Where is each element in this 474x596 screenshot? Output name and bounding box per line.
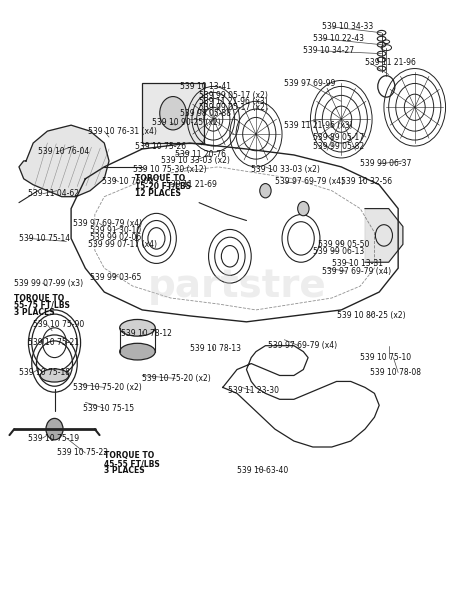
Ellipse shape xyxy=(119,319,155,336)
Text: 539 11 23-30: 539 11 23-30 xyxy=(228,386,279,395)
Text: 539 10 76-31 (x4): 539 10 76-31 (x4) xyxy=(88,126,156,136)
Text: 539 11 04-62: 539 11 04-62 xyxy=(28,189,80,198)
Polygon shape xyxy=(19,125,109,197)
Text: 539 10 76-04: 539 10 76-04 xyxy=(38,147,89,157)
Text: 539 10 90-25 (x2): 539 10 90-25 (x2) xyxy=(152,117,220,127)
Text: 539 99 07-17 (x4): 539 99 07-17 (x4) xyxy=(88,240,157,250)
Text: TORQUE TO: TORQUE TO xyxy=(14,293,64,303)
Text: 539 99 05-50: 539 99 05-50 xyxy=(318,240,369,249)
Text: 539 10 34-33: 539 10 34-33 xyxy=(322,22,374,32)
Text: 539 10 75-26: 539 10 75-26 xyxy=(135,141,186,151)
Circle shape xyxy=(46,418,63,440)
Text: 539 10 75-90: 539 10 75-90 xyxy=(33,320,84,330)
Text: 539 98 05-88: 539 98 05-88 xyxy=(180,108,231,118)
Text: 3 PLACES: 3 PLACES xyxy=(104,466,145,476)
Text: 539 10 33-03 (x2): 539 10 33-03 (x2) xyxy=(161,156,230,166)
Circle shape xyxy=(298,201,309,216)
Text: 539 11 21-96 (x3): 539 11 21-96 (x3) xyxy=(284,120,353,130)
Text: 539 11 20-76: 539 11 20-76 xyxy=(175,150,227,160)
Ellipse shape xyxy=(119,343,155,360)
Text: 539 97 69-79 (x4): 539 97 69-79 (x4) xyxy=(73,219,143,228)
Text: TORQUE TO: TORQUE TO xyxy=(104,451,155,461)
Text: 539 10 75-19: 539 10 75-19 xyxy=(28,433,80,443)
Text: 539 10 75-20 (x2): 539 10 75-20 (x2) xyxy=(142,374,211,383)
Text: 539 99 06-13: 539 99 06-13 xyxy=(313,247,364,256)
Text: 539 11 21-96: 539 11 21-96 xyxy=(365,58,416,67)
Text: 539 10 32-56: 539 10 32-56 xyxy=(341,177,392,187)
Text: 539 10 34-27: 539 10 34-27 xyxy=(303,46,355,55)
Text: 45-55 FT/LBS: 45-55 FT/LBS xyxy=(104,459,160,468)
Text: 539 10 63-40: 539 10 63-40 xyxy=(237,466,288,476)
FancyBboxPatch shape xyxy=(142,83,204,143)
Text: 55-75 FT/LBS: 55-75 FT/LBS xyxy=(14,300,70,310)
Text: 539 10 75-15: 539 10 75-15 xyxy=(83,403,134,413)
Polygon shape xyxy=(365,209,403,262)
Text: partstre: partstre xyxy=(147,267,327,305)
Text: 539 10 76-09: 539 10 76-09 xyxy=(102,177,153,187)
Text: 15-20 FT/LBS: 15-20 FT/LBS xyxy=(135,181,191,191)
Text: 539 10 75-21: 539 10 75-21 xyxy=(28,338,80,347)
Text: 539 10 22-43: 539 10 22-43 xyxy=(313,34,364,44)
Text: 539 11 21-96 (x3): 539 11 21-96 (x3) xyxy=(199,97,268,106)
Text: 539 10 80-25 (x2): 539 10 80-25 (x2) xyxy=(337,311,405,321)
Text: 539 99 05-82: 539 99 05-82 xyxy=(313,141,364,151)
Circle shape xyxy=(260,184,271,198)
Text: 539 10 75-10: 539 10 75-10 xyxy=(360,353,411,362)
Text: 539 10 78-12: 539 10 78-12 xyxy=(121,329,172,339)
Text: 539 10 33-03 (x2): 539 10 33-03 (x2) xyxy=(251,165,320,175)
Text: 539 10 75-14: 539 10 75-14 xyxy=(19,234,70,243)
Ellipse shape xyxy=(40,369,69,382)
Text: 539 99 07-99 (x3): 539 99 07-99 (x3) xyxy=(14,278,83,288)
Text: 539 99 05-17 (x2): 539 99 05-17 (x2) xyxy=(199,103,268,112)
Text: 539 10 78-13: 539 10 78-13 xyxy=(190,344,241,353)
Text: 539 99 05-17 (x2): 539 99 05-17 (x2) xyxy=(199,91,268,100)
Text: 3 PLACES: 3 PLACES xyxy=(14,308,55,317)
Text: 539 10 75-30 (x12): 539 10 75-30 (x12) xyxy=(133,165,206,175)
Text: 539 97 69-79 (x4): 539 97 69-79 (x4) xyxy=(275,177,344,187)
Text: 539 10 13-31: 539 10 13-31 xyxy=(332,259,383,268)
Text: 539 97 69-79 (x4): 539 97 69-79 (x4) xyxy=(322,266,392,276)
Text: 539 10 78-08: 539 10 78-08 xyxy=(370,368,421,377)
Text: 539 97 69-79 (x4): 539 97 69-79 (x4) xyxy=(268,341,337,350)
Text: 539 99 02-06: 539 99 02-06 xyxy=(90,233,141,243)
Text: 539 99 03-65: 539 99 03-65 xyxy=(90,272,141,282)
Text: 539 10 13-41: 539 10 13-41 xyxy=(180,82,231,91)
Text: 539 99 06-37: 539 99 06-37 xyxy=(360,159,411,169)
Text: 539 10 75-18: 539 10 75-18 xyxy=(19,368,70,377)
Text: TORQUE TO: TORQUE TO xyxy=(135,174,185,184)
Text: 539 97 69-99: 539 97 69-99 xyxy=(284,79,336,88)
Text: 12 PLACES: 12 PLACES xyxy=(135,188,181,198)
Circle shape xyxy=(160,97,186,130)
Text: 539 91 30-10: 539 91 30-10 xyxy=(90,226,141,235)
Text: 539 89 05-17: 539 89 05-17 xyxy=(313,132,364,142)
Text: 539 10 75-20 (x2): 539 10 75-20 (x2) xyxy=(73,383,142,392)
Text: 539 10 75-22: 539 10 75-22 xyxy=(57,448,108,458)
Text: 539 11 21-69: 539 11 21-69 xyxy=(166,180,217,190)
